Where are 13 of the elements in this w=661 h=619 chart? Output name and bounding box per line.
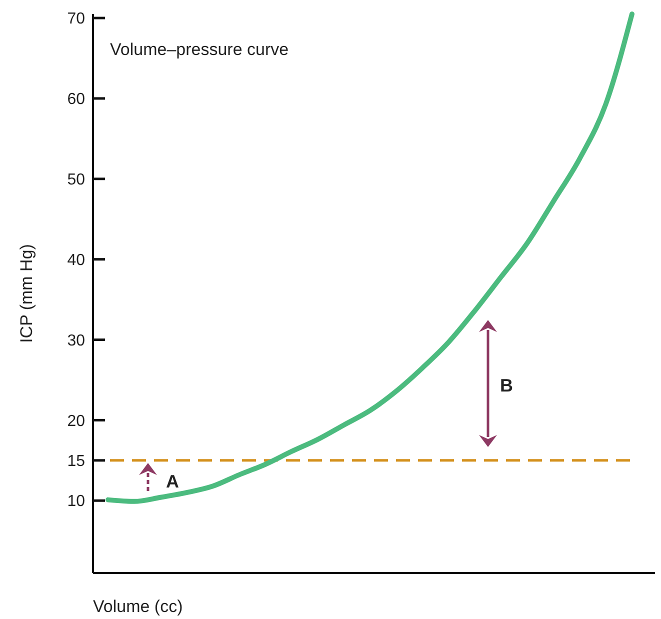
text: Volume–pressure curve <box>110 40 289 59</box>
x-axis-title: Volume (cc) <box>93 597 183 616</box>
y-tick-label: 60 <box>67 91 86 108</box>
y-tick-label: 15 <box>67 452 86 470</box>
y-tick-label: 50 <box>67 171 86 188</box>
y-tick-label: 70 <box>67 10 86 28</box>
y-tick-label: 20 <box>67 412 86 430</box>
y-tick-label: 40 <box>67 252 86 269</box>
y-tick-label: 10 <box>67 493 86 510</box>
y-tick-label: 30 <box>67 332 86 350</box>
y-axis-title: ICP (mm Hg) <box>17 244 36 343</box>
annotation: A <box>166 471 179 492</box>
annotation: B <box>500 375 513 396</box>
